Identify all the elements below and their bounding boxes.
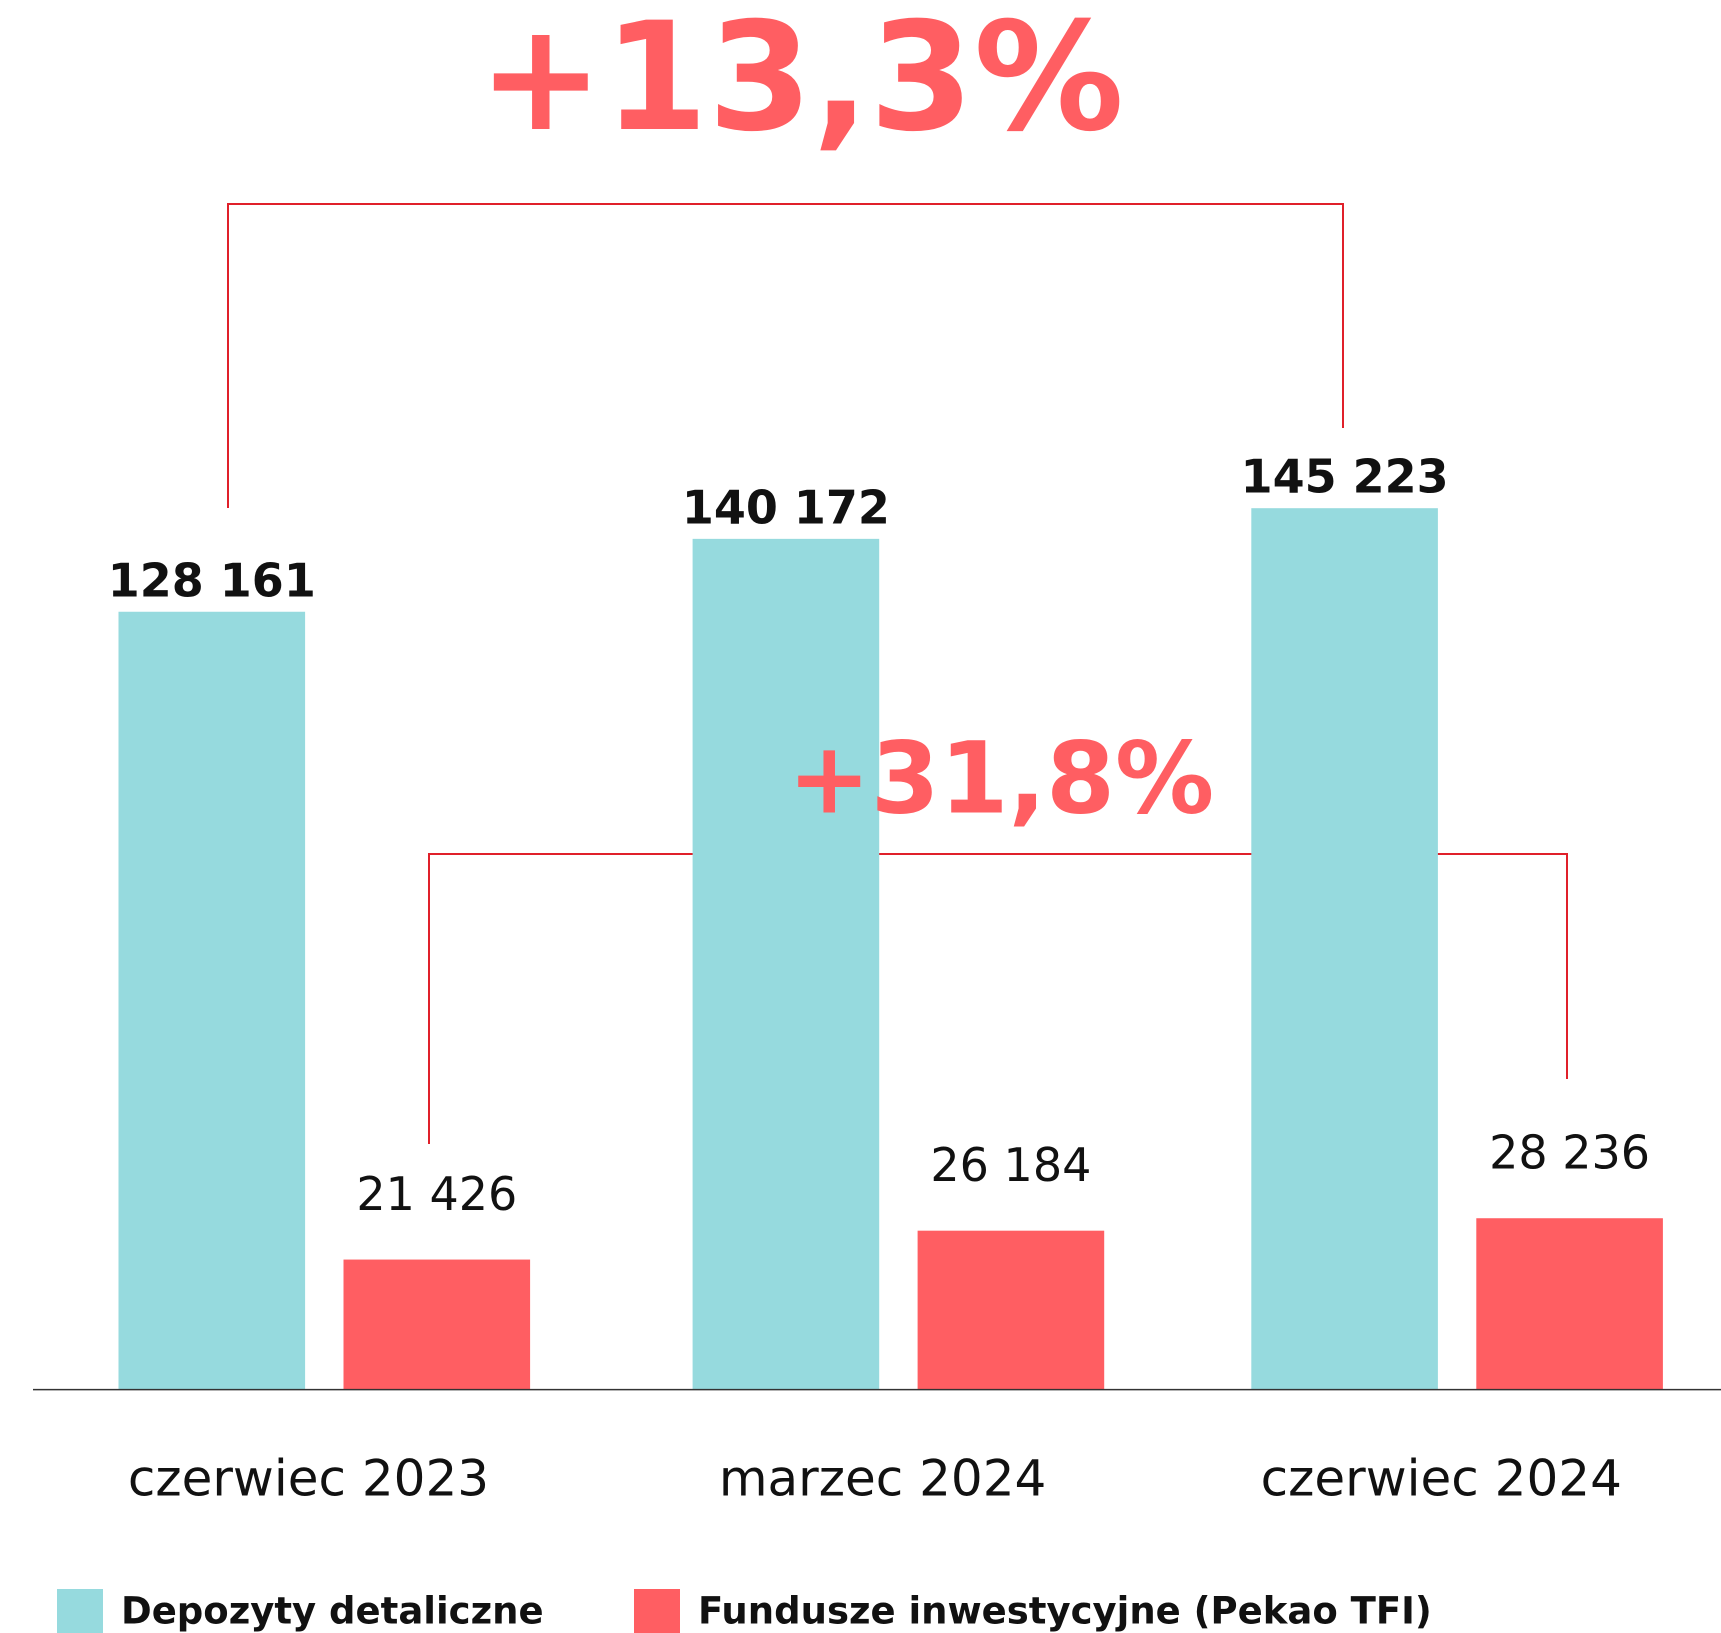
bar [692,538,880,1390]
bracket [428,853,1568,1144]
legend-swatch [634,1589,680,1633]
bar [1251,508,1438,1390]
bar [118,611,306,1390]
x-tick-label: marzec 2024 [719,1450,1047,1508]
value-label: 128 161 [108,553,316,607]
x-tick-label: czerwiec 2023 [128,1450,489,1508]
value-label: 145 223 [1241,450,1449,504]
bar [1476,1218,1663,1390]
bar [917,1230,1105,1390]
legend-label: Depozyty detaliczne [121,1590,544,1633]
legend-label: Fundusze inwestycyjne (Pekao TFI) [698,1590,1432,1633]
bars: 128 161 140 172 145 223 21 426 26 184 28 236 [108,450,1663,1390]
value-label: 26 184 [930,1138,1091,1192]
value-label: 21 426 [356,1167,517,1221]
x-tick-label: czerwiec 2024 [1261,1450,1622,1508]
annotation: +13,3% [478,0,1124,165]
value-label: 28 236 [1489,1126,1650,1180]
bracket [227,203,1344,508]
legend-swatch [57,1589,103,1633]
value-label: 140 172 [682,480,890,534]
bar [343,1259,531,1390]
annotation: +31,8% [788,721,1214,836]
